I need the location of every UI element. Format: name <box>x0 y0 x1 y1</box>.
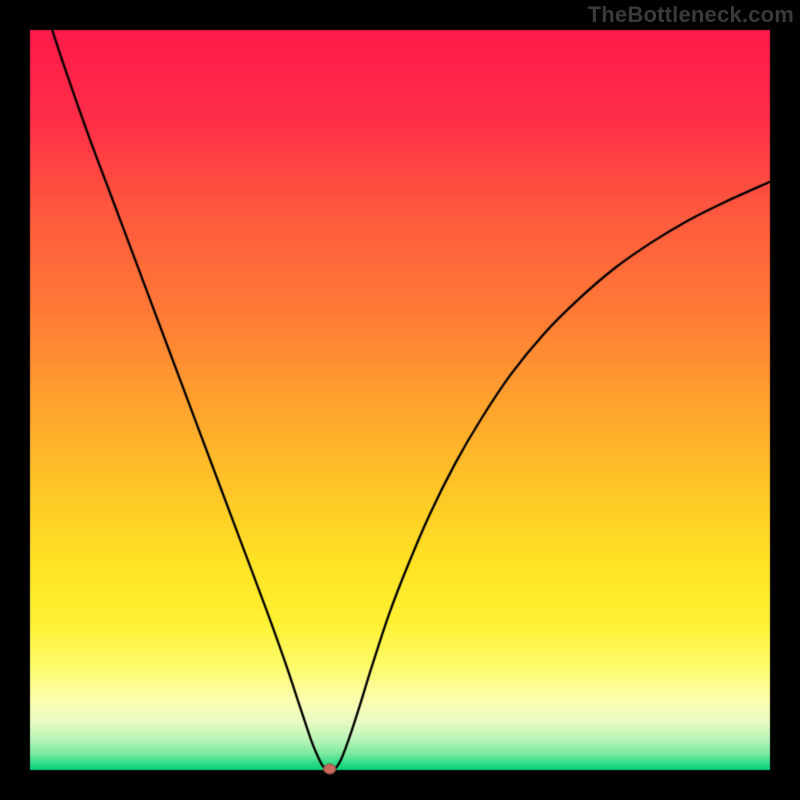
bottleneck-curve-canvas <box>0 0 800 800</box>
chart-container: TheBottleneck.com <box>0 0 800 800</box>
